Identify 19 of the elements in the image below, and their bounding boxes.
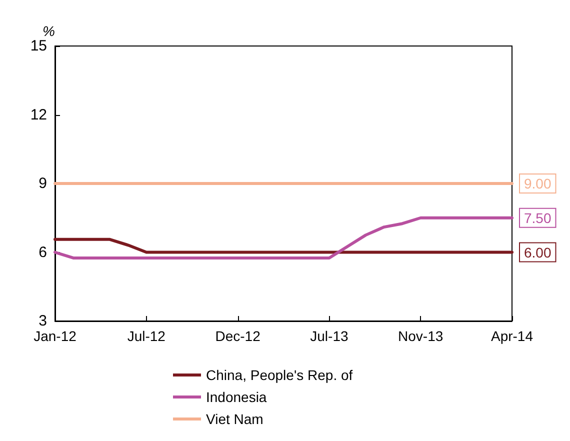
x-tick-label: Nov-13 <box>398 328 444 344</box>
y-tick-label: 9 <box>38 175 47 192</box>
legend-label: Indonesia <box>206 389 267 405</box>
x-tick-label: Jul-13 <box>310 328 348 344</box>
x-tick-label: Jan-12 <box>34 328 77 344</box>
x-tick-label: Apr-14 <box>490 328 534 344</box>
y-axis-title: % <box>42 23 55 39</box>
legend-label: Viet Nam <box>206 411 264 427</box>
y-tick-label: 6 <box>38 244 47 261</box>
line-series <box>54 216 514 260</box>
legend-label: China, People's Rep. of <box>206 367 353 383</box>
x-tick-label: Jul-12 <box>127 328 166 344</box>
y-tick-label: 15 <box>30 38 47 54</box>
x-tick-label: Dec-12 <box>215 328 261 344</box>
data-label: 9.00 <box>524 176 552 192</box>
y-tick-label: 12 <box>30 106 47 124</box>
data-label: 6.00 <box>524 244 552 260</box>
y-tick-label: 3 <box>38 312 47 330</box>
data-label: 7.50 <box>524 210 552 226</box>
